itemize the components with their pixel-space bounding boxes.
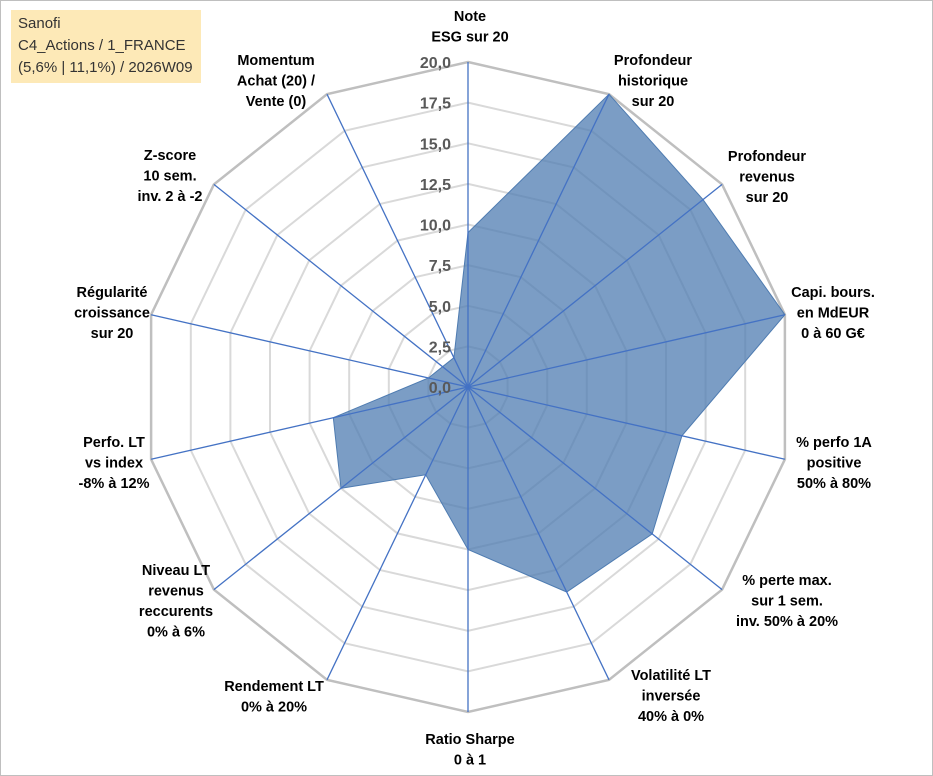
radar-axis-label: % perte max. sur 1 sem. inv. 50% à 20% [736, 573, 838, 630]
radar-tick-label: 12,5 [420, 177, 451, 194]
radar-tick-label: 20,0 [420, 55, 451, 72]
radar-tick-label: 2,5 [429, 339, 451, 356]
radar-axis-spoke [150, 386, 469, 460]
radar-axis-label: Profondeur historique sur 20 [614, 53, 692, 110]
radar-axis-spoke [467, 386, 786, 460]
radar-axis-spoke [467, 93, 610, 388]
radar-axis-spoke [213, 386, 469, 591]
radar-axis-label: Profondeur revenus sur 20 [728, 149, 806, 206]
radar-axis-label: % perfo 1A positive 50% à 80% [796, 435, 872, 492]
radar-axis-labels: Note ESG sur 20 Profondeur historique sur 20… [74, 9, 875, 769]
radar-axis-label: Note ESG sur 20 [431, 9, 508, 46]
radar-axis-label: Capi. bours. en MdEUR 0 à 60 G€ [791, 285, 875, 342]
radar-axis-label: Z-score 10 sem. inv. 2 à -2 [137, 148, 202, 205]
radar-tick-label: 10,0 [420, 218, 451, 235]
radar-axis-label: Perfo. LT vs index -8% à 12% [79, 435, 150, 492]
chart-title-box: Sanofi C4_Actions / 1_FRANCE (5,6% | 11,… [11, 10, 201, 83]
radar-axis-label: Niveau LT revenus reccurents 0% à 6% [139, 563, 213, 641]
radar-axis-label: Ratio Sharpe 0 à 1 [425, 732, 514, 769]
radar-axes [150, 62, 786, 712]
radar-tick-label: 17,5 [420, 96, 451, 113]
radar-axis-spoke [213, 183, 469, 388]
radar-axis-spoke [467, 314, 786, 388]
radar-axis-spoke [467, 386, 723, 591]
radar-axis-spoke [150, 314, 469, 388]
radar-axis-label: Momentum Achat (20) / Vente (0) [237, 53, 315, 110]
radar-axis-spoke [326, 93, 469, 388]
radar-tick-label: 7,5 [429, 258, 451, 275]
title-line-portfolio: C4_Actions / 1_FRANCE [18, 37, 186, 54]
title-line-company: Sanofi [18, 15, 61, 32]
radar-axis-label: Régularité croissance sur 20 [74, 285, 150, 342]
radar-axis-spoke [467, 183, 723, 388]
radar-tick-label: 5,0 [429, 299, 451, 316]
radar-axis-spoke [467, 386, 610, 681]
title-line-period: (5,6% | 11,1%) / 2026W09 [18, 59, 193, 76]
radar-axis-spoke [326, 386, 469, 681]
radar-tick-label: 0,0 [429, 380, 451, 397]
radar-axis-label: Rendement LT 0% à 20% [224, 679, 324, 716]
radar-axis-label: Volatilité LT inversée 40% à 0% [631, 668, 711, 725]
radar-tick-label: 15,0 [420, 136, 451, 153]
radar-tick-labels: 0,0 2,5 5,0 7,5 10,0 12,5 15,0 17,5 20,0 [420, 55, 451, 397]
